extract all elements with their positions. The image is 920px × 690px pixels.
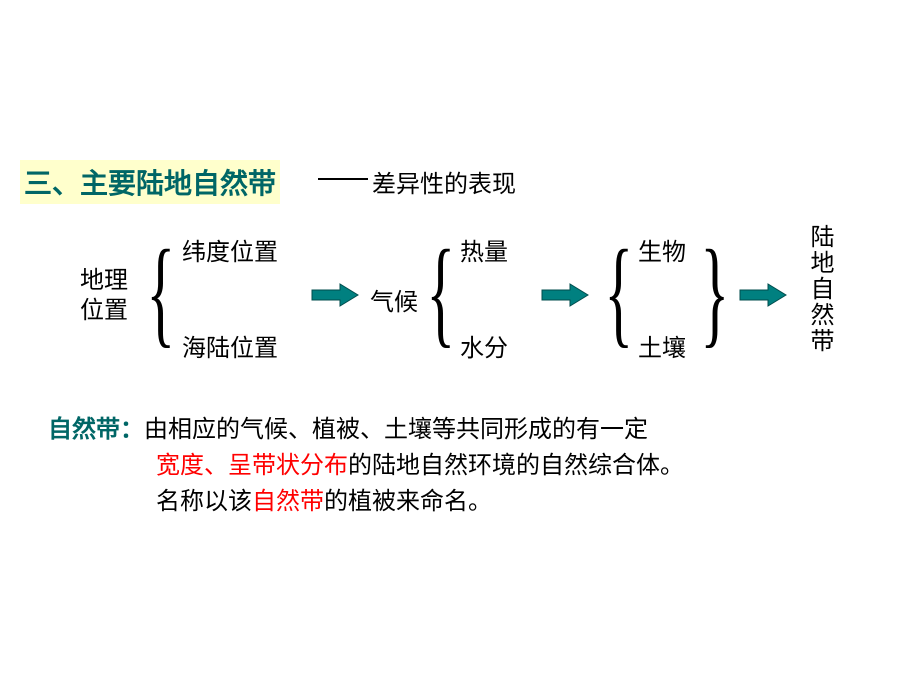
node-water: 水分 (460, 328, 508, 363)
node-soil: 土壤 (638, 328, 686, 363)
arrow-3 (738, 280, 788, 310)
arrow-1 (310, 280, 360, 310)
node-zone: 陆地自然带 (802, 224, 837, 354)
def-line3-post: 的植被来命名。 (324, 489, 492, 515)
brace-right-1: } (700, 232, 729, 352)
subtitle: 差异性的表现 (372, 164, 516, 199)
title-connector-line (318, 178, 368, 180)
node-sea-land: 海陆位置 (182, 328, 278, 363)
node-biology: 生物 (638, 232, 686, 267)
node-geo-location: 地理 位置 (80, 266, 128, 326)
definition-block: 自然带：由相应的气候、植被、土壤等共同形成的有一定 宽度、呈带状分布的陆地自然环… (48, 412, 684, 520)
node-latitude: 纬度位置 (182, 232, 278, 267)
brace-left-2: { (426, 232, 455, 352)
brace-left-1: { (146, 232, 175, 352)
def-line3-pre: 名称以该 (156, 489, 252, 515)
arrow-2 (540, 280, 590, 310)
node-climate: 气候 (370, 282, 418, 317)
def-hl2: 自然带 (252, 489, 324, 515)
definition-line1: 自然带：由相应的气候、植被、土壤等共同形成的有一定 (48, 412, 684, 448)
flow-diagram: 地理 位置 { 纬度位置 海陆位置 气候 { 热量 水分 { 生物 土壤 } 陆… (80, 224, 860, 374)
definition-label: 自然带： (48, 417, 144, 443)
def-line1-text: 由相应的气候、植被、土壤等共同形成的有一定 (144, 417, 648, 443)
def-line2-text: 的陆地自然环境的自然综合体。 (348, 453, 684, 479)
def-hl1: 宽度、呈带状分布 (156, 453, 348, 479)
node-heat: 热量 (460, 232, 508, 267)
section-title: 三、主要陆地自然带 (20, 160, 280, 204)
definition-line3: 名称以该自然带的植被来命名。 (48, 484, 684, 520)
brace-left-3: { (604, 232, 633, 352)
definition-line2: 宽度、呈带状分布的陆地自然环境的自然综合体。 (48, 448, 684, 484)
